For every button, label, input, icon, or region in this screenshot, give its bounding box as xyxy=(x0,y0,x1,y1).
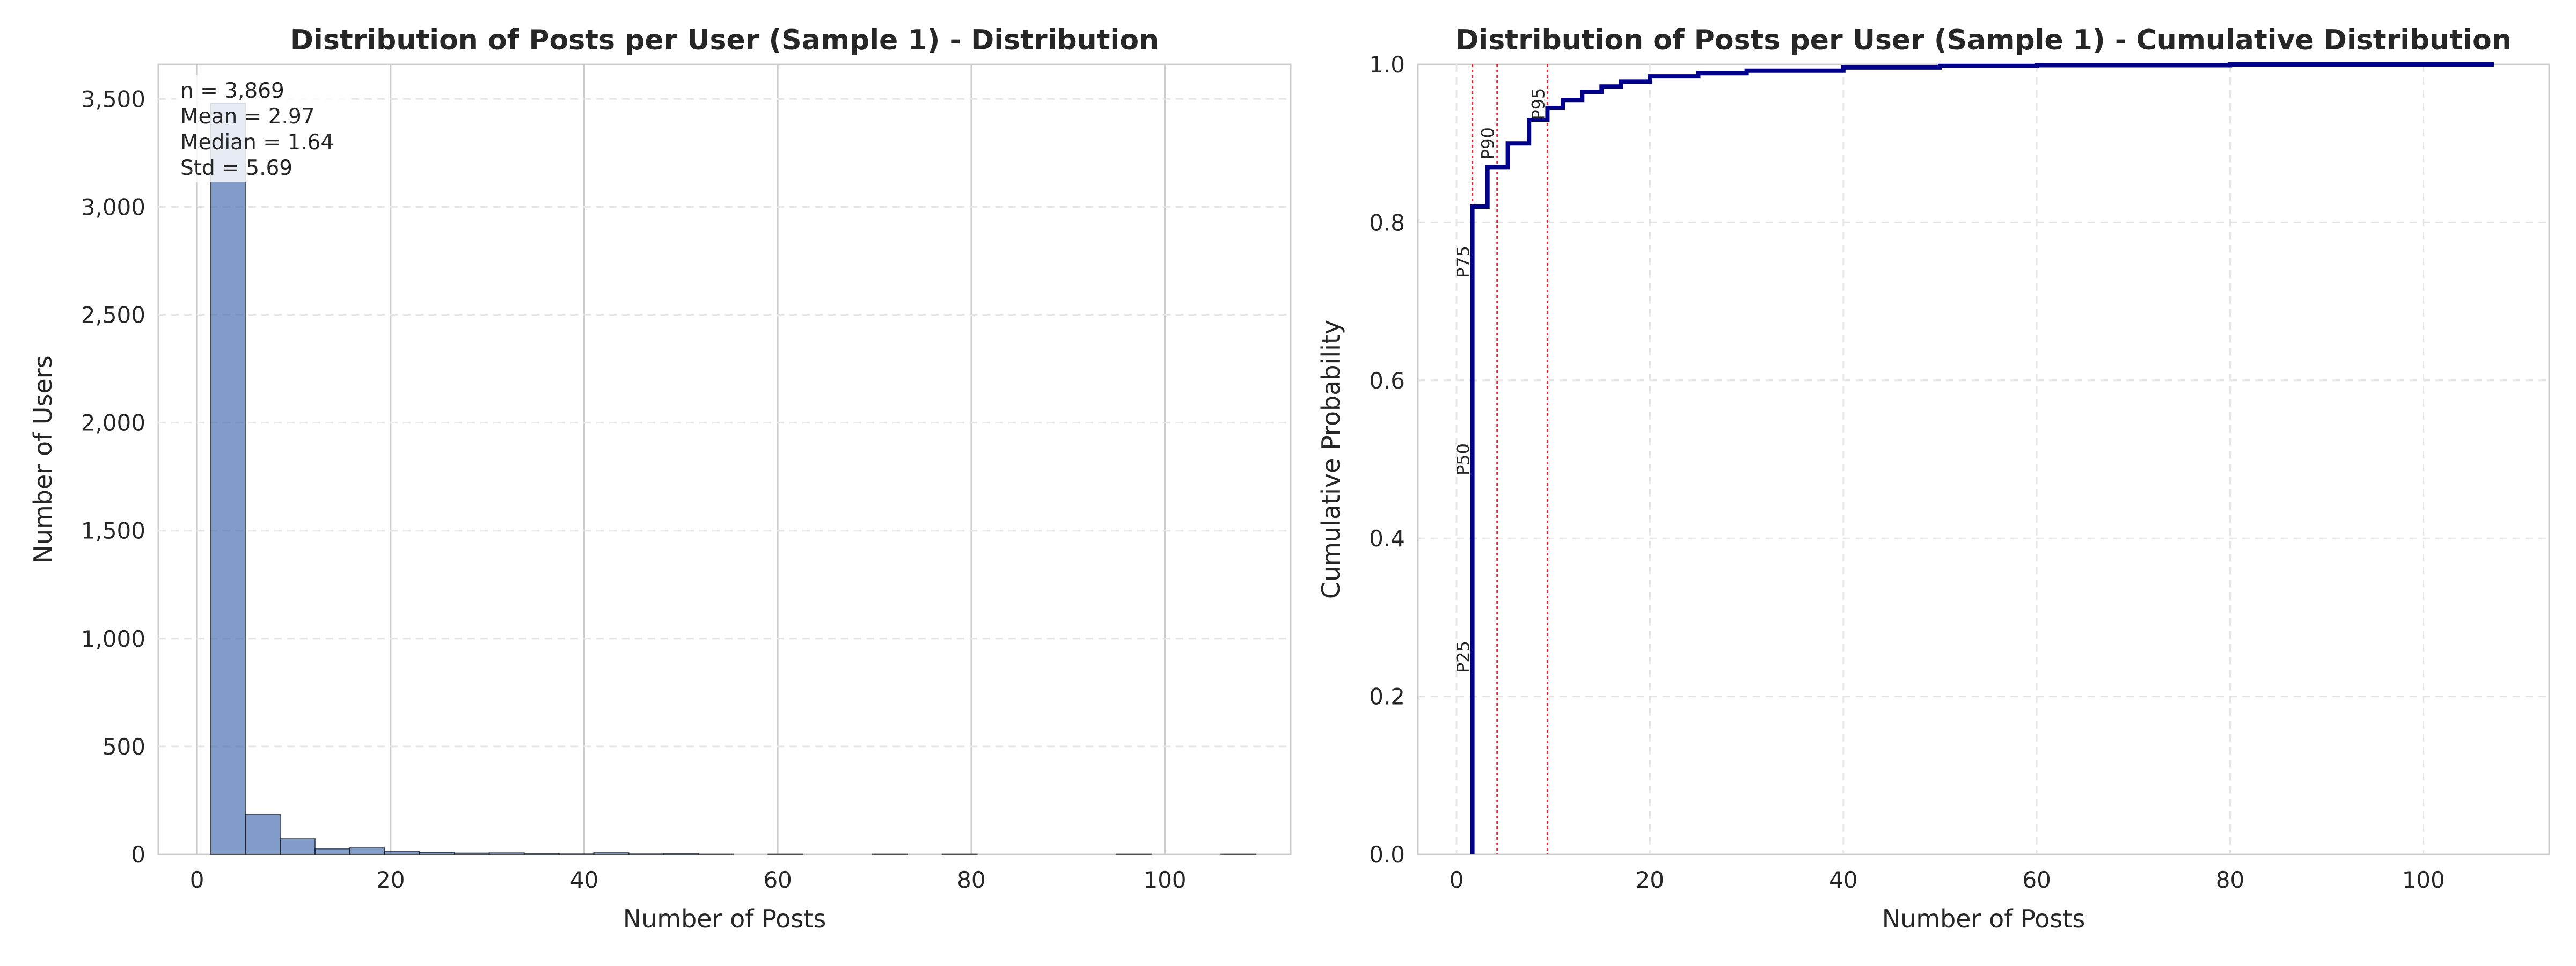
histogram-bar xyxy=(314,848,351,855)
cdf-percentile-labels: P25 P50 P75 P90 P95 xyxy=(1453,88,1549,673)
cdf-x-ticks: 0 20 40 60 80 100 xyxy=(1450,867,2445,893)
histogram-x-tick-label: 60 xyxy=(763,867,792,893)
histogram-y-tick-label: 1,000 xyxy=(81,626,145,652)
cdf-title: Distribution of Posts per User (Sample 1… xyxy=(1455,24,2511,56)
cdf-y-axis-label: Cumulative Probability xyxy=(1316,320,1345,599)
cdf-y-tick-label: 0.4 xyxy=(1369,525,1405,552)
histogram-x-tick-label: 40 xyxy=(570,867,598,893)
histogram-title: Distribution of Posts per User (Sample 1… xyxy=(290,24,1159,56)
cdf-x-tick-label: 0 xyxy=(1450,867,1464,893)
cdf-plot-area xyxy=(1417,63,2550,855)
stats-median: Median = 1.64 xyxy=(180,130,334,155)
histogram-panel: 0 20 40 60 80 100 0 500 1,000 1,500 2,000 2,500 3,0… xyxy=(28,24,1292,933)
histogram-x-tick-label: 20 xyxy=(376,867,405,893)
histogram-y-tick-label: 2,000 xyxy=(81,410,145,436)
histogram-grid xyxy=(158,64,1291,854)
histogram-bar xyxy=(593,852,630,855)
histogram-y-tick-label: 0 xyxy=(131,841,145,868)
histogram-x-axis-label: Number of Posts xyxy=(623,904,826,933)
histogram-y-tick-label: 500 xyxy=(103,734,145,760)
histogram-y-tick-label: 3,000 xyxy=(81,194,145,220)
cdf-x-tick-label: 100 xyxy=(2402,867,2445,893)
cdf-x-tick-label: 40 xyxy=(1829,867,1857,893)
histogram-bar xyxy=(453,852,490,855)
cdf-y-tick-label: 0.8 xyxy=(1369,209,1405,236)
stats-std: Std = 5.69 xyxy=(180,156,292,180)
cdf-y-tick-label: 0.0 xyxy=(1369,841,1405,868)
cdf-x-axis-label: Number of Posts xyxy=(1882,904,2085,933)
histogram-bar xyxy=(384,851,420,855)
histogram-bar xyxy=(488,852,525,855)
cdf-series-line xyxy=(1470,62,2494,854)
histogram-bar xyxy=(523,853,560,855)
cdf-y-tick-label: 0.6 xyxy=(1369,368,1405,394)
histogram-x-tick-label: 100 xyxy=(1143,867,1186,893)
histogram-x-tick-label: 80 xyxy=(957,867,985,893)
histogram-bar xyxy=(349,847,385,855)
histogram-bar xyxy=(245,814,281,855)
cdf-x-tick-label: 60 xyxy=(2022,867,2051,893)
histogram-bar xyxy=(280,838,316,855)
histogram-y-axis-label: Number of Users xyxy=(28,355,57,563)
cdf-y-tick-label: 0.2 xyxy=(1369,684,1405,710)
cdf-percentile-label: P50 xyxy=(1453,443,1474,475)
histogram-x-tick-label: 0 xyxy=(190,867,204,893)
histogram-y-ticks: 0 500 1,000 1,500 2,000 2,500 3,000 3,500 xyxy=(81,86,145,868)
histogram-bar xyxy=(210,103,246,855)
cdf-x-tick-label: 80 xyxy=(2216,867,2244,893)
histogram-stats-box: n = 3,869 Mean = 2.97 Median = 1.64 Std … xyxy=(176,75,348,182)
cdf-y-tick-label: 1.0 xyxy=(1369,52,1405,78)
stats-mean: Mean = 2.97 xyxy=(180,105,315,129)
histogram-bar xyxy=(663,853,699,855)
histogram-y-tick-label: 1,500 xyxy=(81,518,145,544)
cdf-percentile-label: P25 xyxy=(1453,641,1474,673)
histogram-y-tick-label: 2,500 xyxy=(81,302,145,328)
cdf-y-ticks: 0.0 0.2 0.4 0.6 0.8 1.0 xyxy=(1369,52,1405,868)
histogram-bars xyxy=(210,103,1257,855)
cdf-percentile-label: P90 xyxy=(1478,127,1498,159)
histogram-x-ticks: 0 20 40 60 80 100 xyxy=(190,867,1187,893)
histogram-y-tick-label: 3,500 xyxy=(81,86,145,112)
cdf-grid xyxy=(1418,64,2549,854)
cdf-x-tick-label: 20 xyxy=(1636,867,1664,893)
stats-box-background xyxy=(176,75,348,182)
cdf-percentile-label: P75 xyxy=(1453,246,1474,278)
cdf-percentile-label: P95 xyxy=(1528,88,1548,120)
histogram-bar xyxy=(419,851,455,855)
stats-n: n = 3,869 xyxy=(180,79,284,103)
histogram-plot-area xyxy=(157,63,1292,855)
